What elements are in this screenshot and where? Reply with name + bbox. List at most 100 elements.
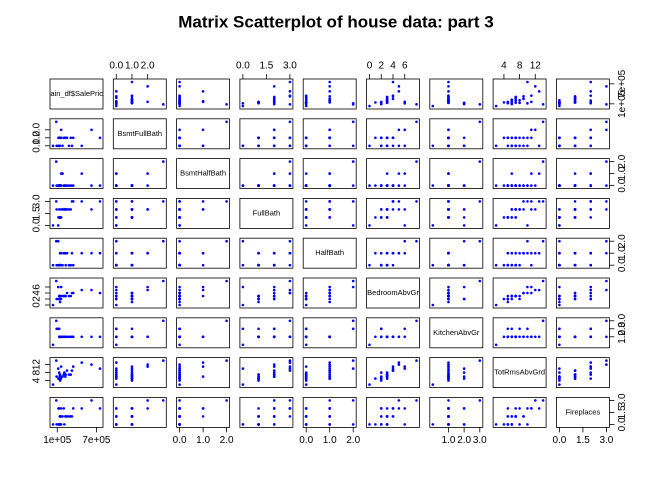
point [351, 367, 355, 370]
point [415, 319, 418, 323]
point [328, 371, 332, 374]
point [526, 291, 529, 295]
point [328, 399, 332, 402]
point [589, 172, 593, 175]
point [57, 407, 60, 410]
point [391, 369, 395, 372]
point [146, 288, 149, 292]
point [272, 136, 276, 140]
point [605, 200, 608, 203]
y-tick-label: 1e+05 [617, 89, 628, 118]
point [379, 102, 383, 106]
point [447, 407, 450, 410]
point [589, 144, 593, 148]
panel-frame [429, 158, 484, 190]
point [397, 128, 401, 132]
panel-frame [49, 277, 104, 309]
point [288, 319, 292, 323]
point [374, 251, 377, 255]
point [67, 144, 71, 148]
point [241, 102, 245, 105]
point [447, 367, 450, 370]
point [530, 94, 533, 97]
point [558, 239, 561, 243]
x-tick-label: 0.0 [173, 435, 187, 446]
point [522, 200, 525, 203]
point [146, 285, 149, 289]
x-tick-label: 6 [402, 61, 408, 72]
x-tick-label: 0 [367, 61, 373, 72]
panel-frame [176, 118, 231, 150]
point [130, 216, 134, 219]
point [506, 407, 510, 410]
point [328, 335, 332, 339]
point [379, 251, 383, 255]
point [391, 136, 395, 140]
panel-frame [49, 237, 104, 269]
point [146, 365, 149, 368]
point [328, 184, 332, 187]
point [518, 263, 521, 267]
point [304, 208, 308, 211]
point [225, 239, 228, 243]
point [403, 327, 407, 331]
point [98, 335, 102, 339]
panel-frame [176, 357, 231, 389]
point [447, 297, 450, 301]
point [518, 423, 521, 426]
point [502, 216, 506, 219]
point [514, 263, 517, 267]
point [130, 369, 134, 372]
point [447, 100, 450, 104]
point [115, 224, 118, 227]
point [80, 335, 84, 339]
point [80, 288, 84, 292]
point [351, 102, 355, 105]
point [201, 208, 205, 211]
point [178, 98, 181, 101]
point [201, 128, 205, 132]
point [257, 415, 260, 418]
point [506, 415, 510, 418]
panel-frame [492, 197, 547, 229]
point [403, 367, 407, 370]
point [272, 263, 276, 267]
point [130, 94, 134, 97]
point [379, 144, 383, 148]
point [403, 251, 407, 255]
point [558, 300, 561, 304]
point [162, 239, 165, 243]
point [541, 103, 545, 106]
point [533, 399, 537, 402]
point [178, 399, 181, 402]
point [374, 335, 377, 339]
point [506, 423, 510, 426]
point [374, 423, 377, 426]
y-tick-label: 3.0 [617, 313, 628, 327]
point [447, 184, 450, 187]
point [403, 208, 407, 211]
point [518, 251, 521, 255]
point [55, 297, 58, 301]
point [462, 285, 466, 289]
point [98, 367, 102, 370]
point [462, 184, 466, 187]
point [328, 407, 332, 410]
point [178, 291, 181, 295]
point [605, 251, 608, 255]
point [115, 343, 118, 347]
point [70, 144, 74, 148]
point [55, 208, 58, 211]
point [502, 136, 506, 140]
point [385, 208, 389, 211]
point [115, 423, 118, 426]
point [241, 144, 245, 148]
panel-frame [176, 277, 231, 309]
point [328, 363, 332, 366]
point [146, 184, 149, 187]
point [589, 184, 593, 187]
point [178, 208, 181, 211]
x-tick-label: 4 [390, 61, 396, 72]
point [447, 377, 450, 380]
point [391, 97, 395, 101]
